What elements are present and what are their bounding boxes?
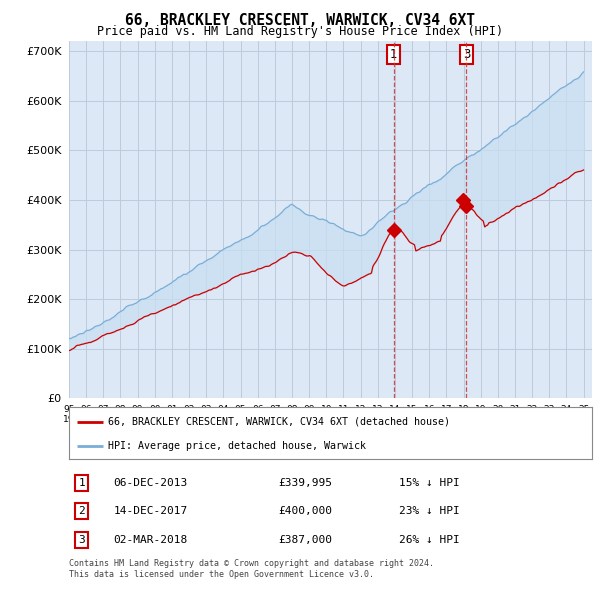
- Text: 02-MAR-2018: 02-MAR-2018: [113, 535, 188, 545]
- Text: This data is licensed under the Open Government Licence v3.0.: This data is licensed under the Open Gov…: [69, 570, 374, 579]
- Text: 1: 1: [79, 478, 85, 487]
- Text: 66, BRACKLEY CRESCENT, WARWICK, CV34 6XT: 66, BRACKLEY CRESCENT, WARWICK, CV34 6XT: [125, 13, 475, 28]
- Text: 1: 1: [390, 48, 397, 61]
- Text: 66, BRACKLEY CRESCENT, WARWICK, CV34 6XT (detached house): 66, BRACKLEY CRESCENT, WARWICK, CV34 6XT…: [108, 417, 450, 427]
- Text: 3: 3: [463, 48, 470, 61]
- Text: £339,995: £339,995: [278, 478, 332, 487]
- Text: 26% ↓ HPI: 26% ↓ HPI: [398, 535, 460, 545]
- Text: 15% ↓ HPI: 15% ↓ HPI: [398, 478, 460, 487]
- Text: Price paid vs. HM Land Registry's House Price Index (HPI): Price paid vs. HM Land Registry's House …: [97, 25, 503, 38]
- Text: 3: 3: [79, 535, 85, 545]
- Text: 14-DEC-2017: 14-DEC-2017: [113, 506, 188, 516]
- Text: £400,000: £400,000: [278, 506, 332, 516]
- Text: 06-DEC-2013: 06-DEC-2013: [113, 478, 188, 487]
- Text: 2: 2: [79, 506, 85, 516]
- Text: £387,000: £387,000: [278, 535, 332, 545]
- Text: HPI: Average price, detached house, Warwick: HPI: Average price, detached house, Warw…: [108, 441, 366, 451]
- Text: 23% ↓ HPI: 23% ↓ HPI: [398, 506, 460, 516]
- Text: Contains HM Land Registry data © Crown copyright and database right 2024.: Contains HM Land Registry data © Crown c…: [69, 559, 434, 568]
